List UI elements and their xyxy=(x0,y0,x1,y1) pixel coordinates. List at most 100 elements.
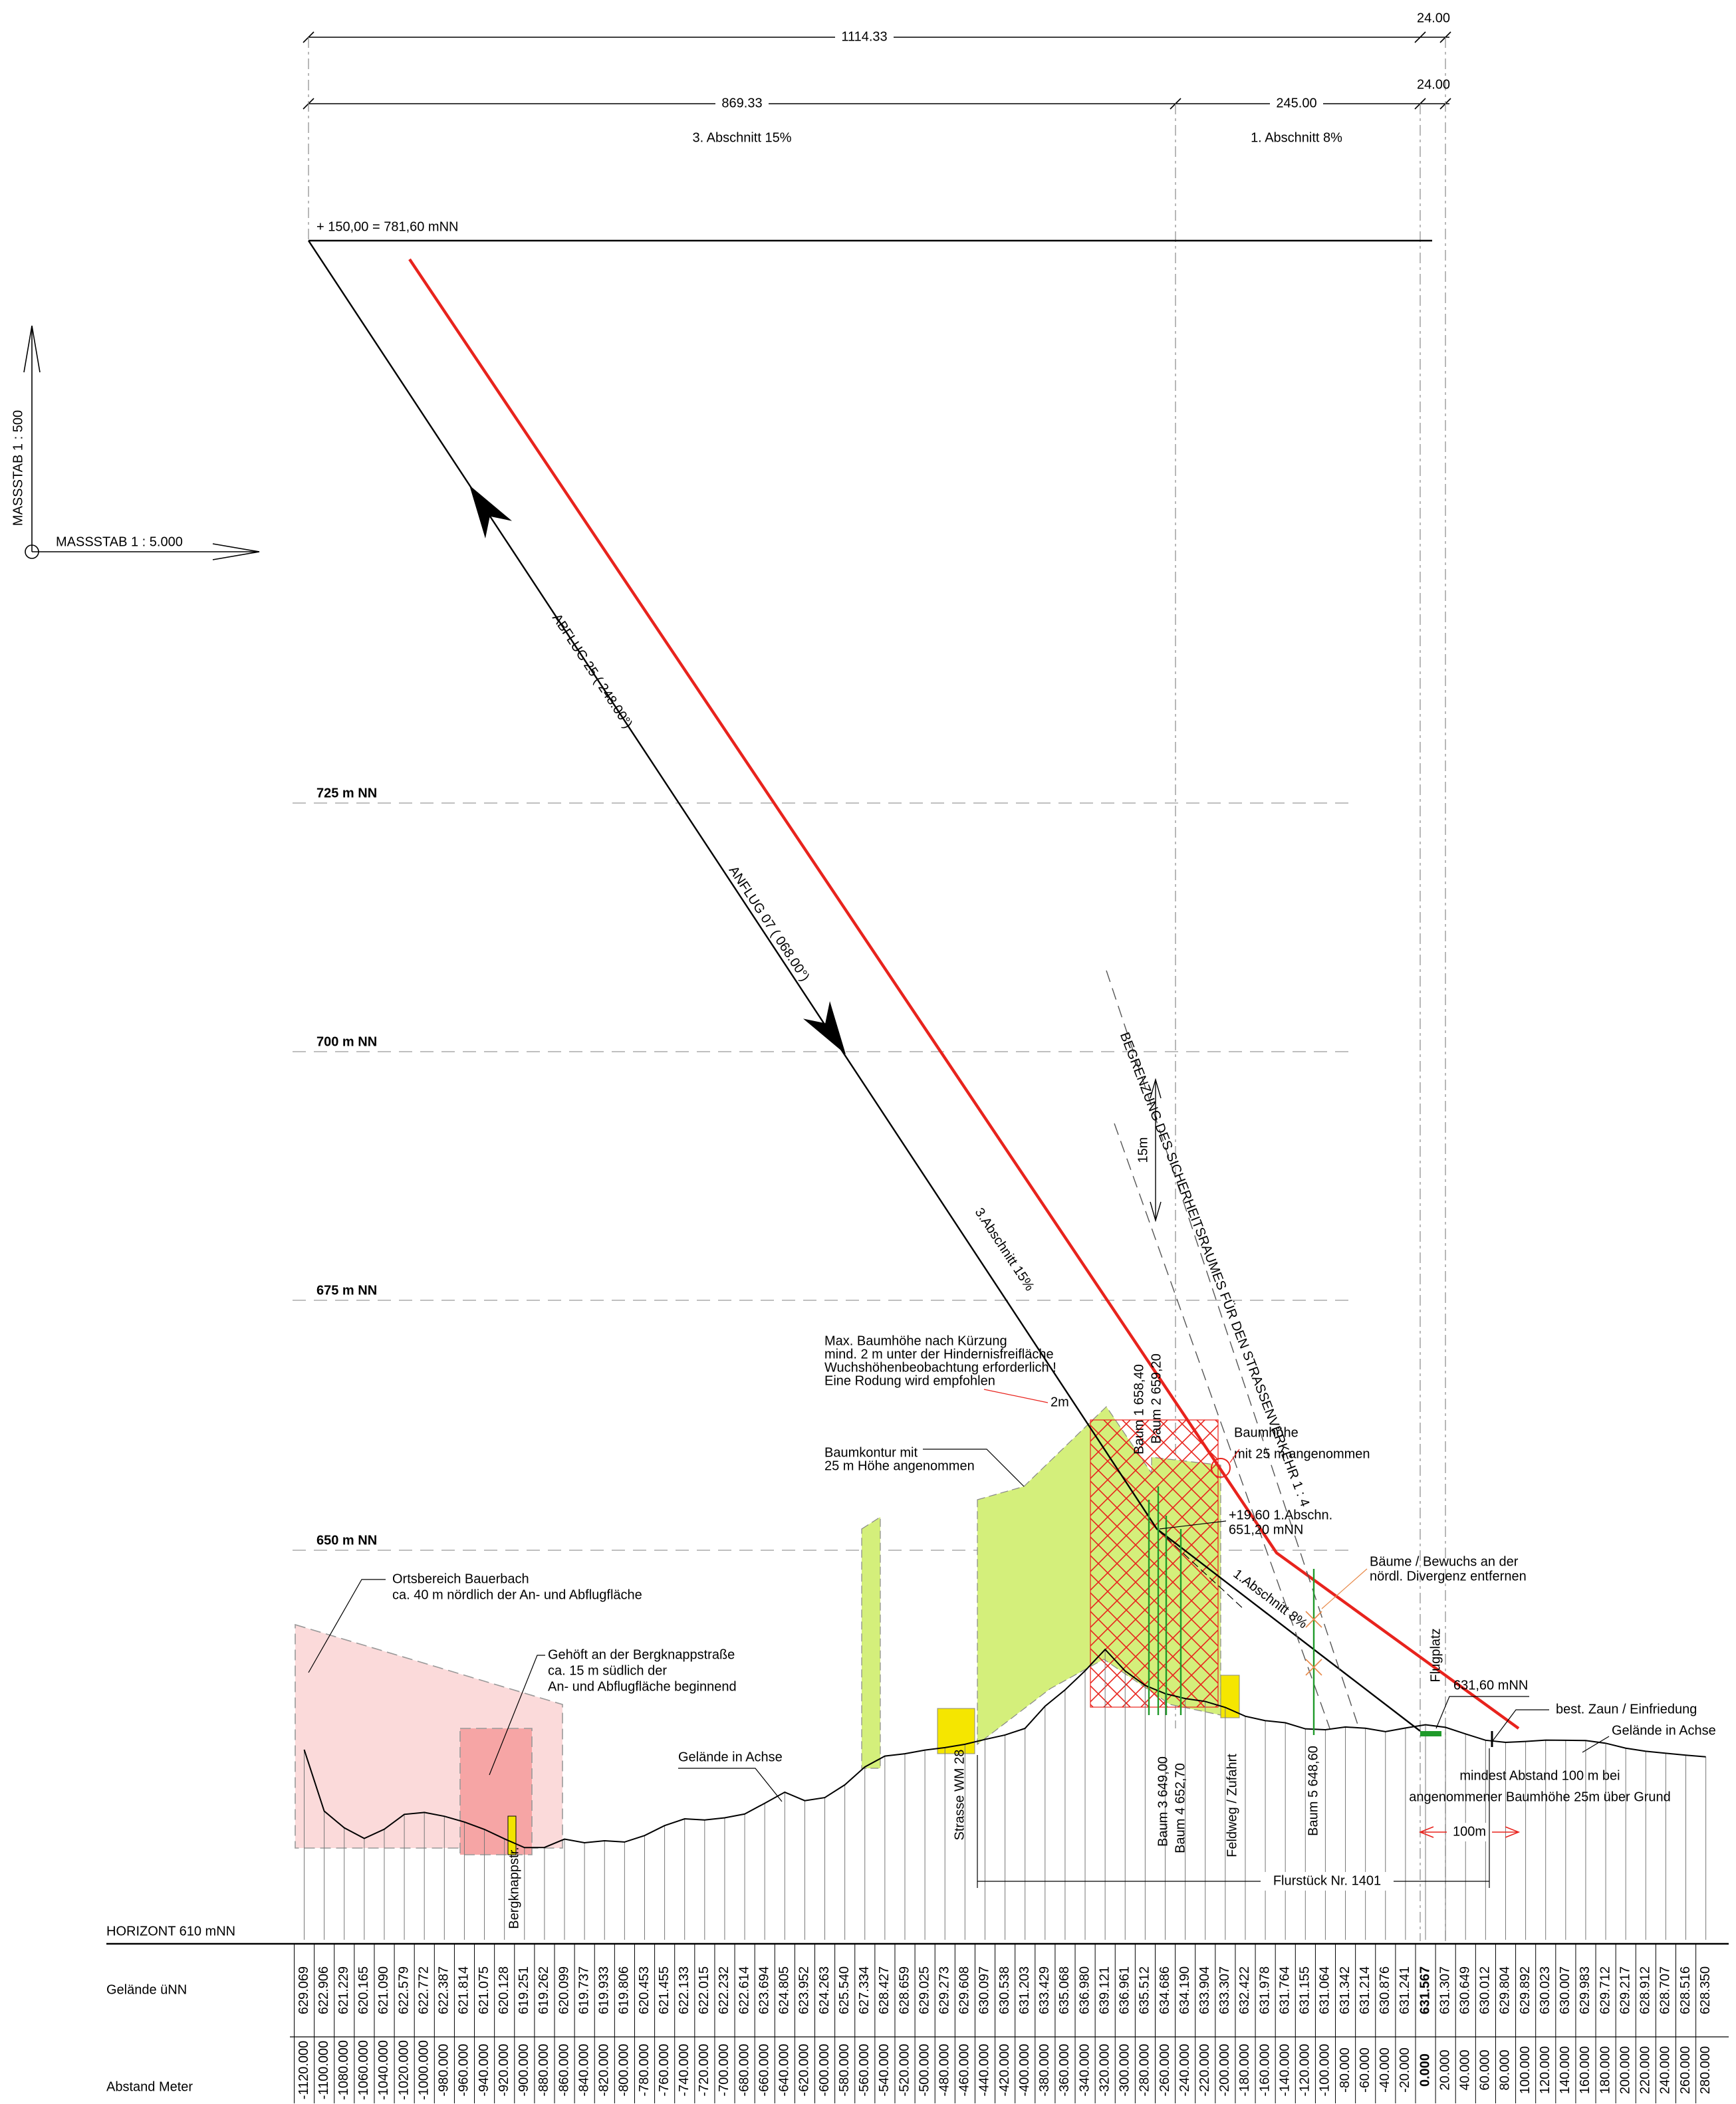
distance-value: -580.000 xyxy=(837,2044,852,2097)
guide-line xyxy=(1156,1528,1244,1609)
terrain-value: 629.804 xyxy=(1498,1966,1513,2014)
tree-label: Baum 4 652,70 xyxy=(1173,1763,1187,1853)
red-surface xyxy=(408,258,1520,1730)
distance-value: -40.000 xyxy=(1378,2047,1392,2093)
terrain-value: 628.427 xyxy=(877,1966,892,2014)
terrain-value: 629.712 xyxy=(1598,1966,1612,2014)
distance-value: 220.000 xyxy=(1638,2046,1653,2094)
distance-value: -280.000 xyxy=(1138,2044,1152,2097)
distance-value: -500.000 xyxy=(917,2044,931,2097)
distance-value: -400.000 xyxy=(1017,2044,1032,2097)
red-note: Bäume / Bewuchs an der xyxy=(1370,1554,1519,1569)
red-note: nördl. Divergenz entfernen xyxy=(1370,1569,1527,1583)
label-bg xyxy=(715,94,769,113)
terrain-value: 636.961 xyxy=(1118,1966,1132,2014)
level-label: 650 m NN xyxy=(316,1533,377,1548)
distance-value: -1020.000 xyxy=(396,2040,411,2100)
leader xyxy=(1159,1520,1227,1530)
distance-value: -220.000 xyxy=(1197,2044,1212,2097)
airfield-marker xyxy=(1420,1731,1441,1736)
row-label: Gelände üNN xyxy=(106,1982,187,1997)
terrain-value: 631.567 xyxy=(1418,1966,1432,2014)
distance-value: -560.000 xyxy=(857,2044,872,2097)
distance-value: -820.000 xyxy=(597,2044,612,2097)
note: ca. 40 m nördlich der An- und Abflugfläc… xyxy=(392,1587,642,1602)
dimension: 1114.33 xyxy=(841,29,887,44)
distance-value: 0.000 xyxy=(1418,2053,1432,2087)
terrain-value: 629.892 xyxy=(1518,1966,1533,2014)
distance-value: -1000.000 xyxy=(416,2040,431,2100)
terrain-value: 623.952 xyxy=(797,1966,812,2014)
terrain-value: 622.906 xyxy=(316,1966,331,2014)
distance-value: -680.000 xyxy=(737,2044,751,2097)
note: best. Zaun / Einfriedung xyxy=(1556,1702,1697,1716)
tree-mark xyxy=(1305,1611,1322,1628)
label-bg xyxy=(1447,1823,1492,1841)
terrain-value: 631.064 xyxy=(1318,1966,1332,2014)
terrain-value: 622.579 xyxy=(396,1966,411,2014)
red-note: Max. Baumhöhe nach Kürzung xyxy=(824,1334,1007,1348)
terrain-value: 631.342 xyxy=(1338,1966,1352,2014)
street-label: Feldweg / Zufahrt xyxy=(1225,1754,1239,1857)
distance-value: -20.000 xyxy=(1398,2047,1412,2093)
tree-label: Baum 2 659,20 xyxy=(1149,1353,1164,1444)
distance-value: 260.000 xyxy=(1678,2046,1693,2094)
farm-area xyxy=(459,1728,533,1855)
terrain-value: 621.455 xyxy=(657,1966,672,2014)
approach-label: ABFLUG 25 ( 248.00°) xyxy=(549,611,635,731)
terrain-value: 629.025 xyxy=(917,1966,931,2014)
terrain-value: 621.229 xyxy=(336,1966,351,2014)
hatched-area xyxy=(1090,1419,1219,1708)
arrowhead xyxy=(1150,1078,1162,1223)
distance-value: 160.000 xyxy=(1578,2046,1592,2094)
distance-value: -460.000 xyxy=(957,2044,972,2097)
arrowhead xyxy=(212,543,260,560)
terrain-value: 620.453 xyxy=(637,1966,652,2014)
distance-value: -880.000 xyxy=(537,2044,551,2097)
distance-value: -260.000 xyxy=(1158,2044,1172,2097)
terrain-value: 631.764 xyxy=(1277,1966,1292,2014)
distance-value: 120.000 xyxy=(1538,2046,1552,2094)
distance-value: 200.000 xyxy=(1618,2046,1632,2094)
distance-value: -960.000 xyxy=(457,2044,471,2097)
terrain-value: 630.876 xyxy=(1378,1966,1392,2014)
level-label: 700 m NN xyxy=(316,1034,377,1049)
leader xyxy=(308,1579,386,1673)
dimension: Flurstück Nr. 1401 xyxy=(1273,1873,1381,1888)
terrain-value: 630.007 xyxy=(1558,1966,1572,2014)
yellow-area xyxy=(1220,1675,1240,1718)
distance-value: -940.000 xyxy=(477,2044,491,2097)
distance-value: -60.000 xyxy=(1358,2047,1372,2093)
label-bg xyxy=(1261,1872,1394,1891)
terrain-value: 619.933 xyxy=(597,1966,612,2014)
terrain-value: 622.614 xyxy=(737,1966,751,2014)
note: An- und Abflugfläche beginnend xyxy=(548,1679,737,1694)
distance-value: 80.000 xyxy=(1498,2049,1513,2090)
distance-value: -780.000 xyxy=(637,2044,652,2097)
dim-tick xyxy=(1414,31,1426,43)
terrain-value: 627.334 xyxy=(857,1966,872,2014)
distance-value: -1040.000 xyxy=(376,2040,391,2100)
distance-value: -420.000 xyxy=(997,2044,1012,2097)
street-label: Bergknappstr. xyxy=(507,1847,521,1929)
distance-value: -540.000 xyxy=(877,2044,892,2097)
terrain-value: 630.023 xyxy=(1538,1966,1552,2014)
red-note: Baumhöhe xyxy=(1234,1425,1299,1440)
tree-mark xyxy=(1305,1659,1322,1676)
terrain-value: 622.133 xyxy=(677,1966,691,2014)
yellow-area xyxy=(937,1708,975,1754)
terrain-line xyxy=(303,1648,1706,1849)
terrain-value: 634.190 xyxy=(1178,1966,1192,2014)
distance-value: -740.000 xyxy=(677,2044,691,2097)
red-note: Wuchshöhenbeobachtung erforderlich ! xyxy=(824,1360,1056,1375)
distance-value: -640.000 xyxy=(777,2044,792,2097)
terrain-value: 634.686 xyxy=(1158,1966,1172,2014)
distance-value: -240.000 xyxy=(1178,2044,1192,2097)
red-note: mit 25 m angenommen xyxy=(1234,1447,1370,1461)
distance-value: -200.000 xyxy=(1217,2044,1232,2097)
dimension: 24.00 xyxy=(1417,77,1450,92)
distance-value: -440.000 xyxy=(977,2044,992,2097)
red-note: angenommener Baumhöhe 25m über Grund xyxy=(1409,1790,1671,1804)
terrain-value: 620.165 xyxy=(356,1966,371,2014)
